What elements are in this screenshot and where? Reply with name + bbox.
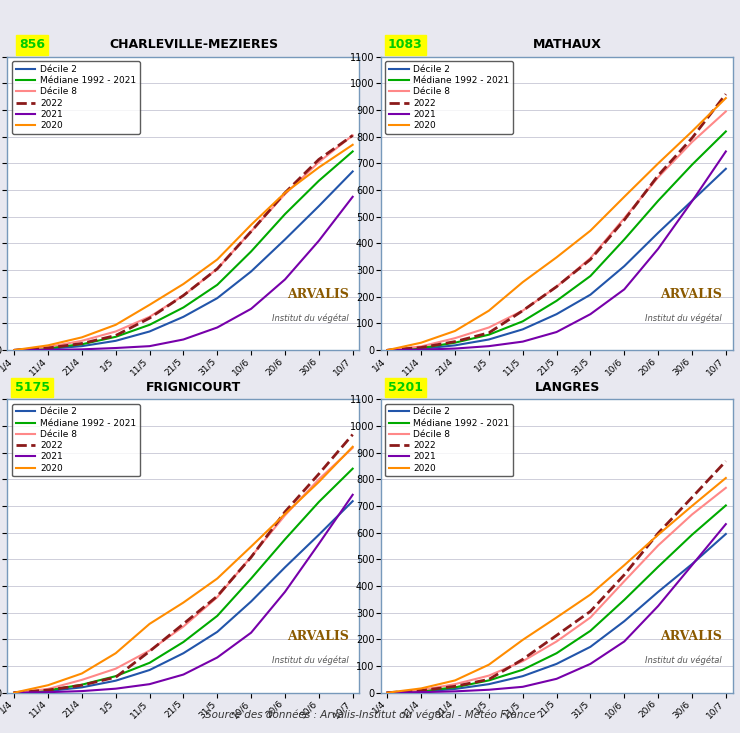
Text: 856: 856 bbox=[19, 38, 45, 51]
Text: MATHAUX: MATHAUX bbox=[533, 38, 602, 51]
Text: Institut du végétal: Institut du végétal bbox=[645, 655, 722, 665]
Text: Institut du végétal: Institut du végétal bbox=[645, 313, 722, 323]
Text: LANGRES: LANGRES bbox=[534, 381, 600, 394]
Text: ARVALIS: ARVALIS bbox=[287, 630, 349, 644]
Text: Institut du végétal: Institut du végétal bbox=[272, 655, 349, 665]
Text: 5201: 5201 bbox=[388, 381, 423, 394]
Legend: Décile 2, Médiane 1992 - 2021, Décile 8, 2022, 2021, 2020: Décile 2, Médiane 1992 - 2021, Décile 8,… bbox=[385, 62, 513, 134]
Legend: Décile 2, Médiane 1992 - 2021, Décile 8, 2022, 2021, 2020: Décile 2, Médiane 1992 - 2021, Décile 8,… bbox=[12, 62, 140, 134]
Legend: Décile 2, Médiane 1992 - 2021, Décile 8, 2022, 2021, 2020: Décile 2, Médiane 1992 - 2021, Décile 8,… bbox=[385, 404, 513, 476]
Legend: Décile 2, Médiane 1992 - 2021, Décile 8, 2022, 2021, 2020: Décile 2, Médiane 1992 - 2021, Décile 8,… bbox=[12, 404, 140, 476]
Text: ARVALIS: ARVALIS bbox=[660, 288, 722, 301]
Text: ARVALIS: ARVALIS bbox=[660, 630, 722, 644]
Text: Institut du végétal: Institut du végétal bbox=[272, 313, 349, 323]
Text: ARVALIS: ARVALIS bbox=[287, 288, 349, 301]
Text: 1083: 1083 bbox=[388, 38, 423, 51]
Text: FRIGNICOURT: FRIGNICOURT bbox=[147, 381, 241, 394]
Text: 5175: 5175 bbox=[15, 381, 50, 394]
Text: Source des données : Arvalis-Institut du végétal - Météo France: Source des données : Arvalis-Institut du… bbox=[205, 710, 535, 720]
Text: CHARLEVILLE-MEZIERES: CHARLEVILLE-MEZIERES bbox=[110, 38, 278, 51]
